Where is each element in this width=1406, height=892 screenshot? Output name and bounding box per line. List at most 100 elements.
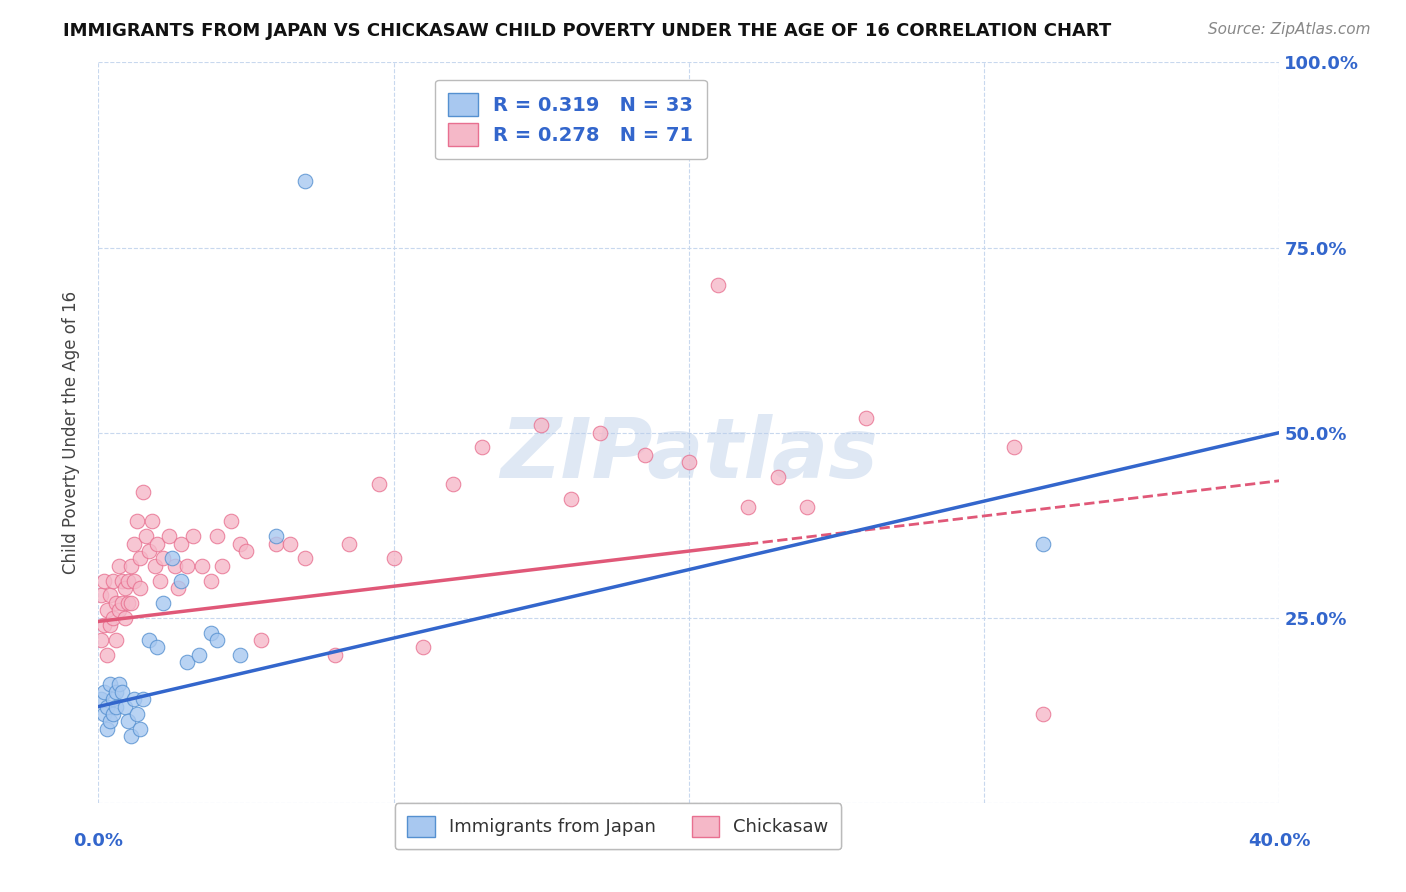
Point [294, 551, 316, 566]
Point [176, 655, 198, 669]
Point [211, 558, 233, 573]
Point [170, 536, 193, 550]
Text: 0.0%: 0.0% [73, 832, 124, 850]
Point [117, 714, 139, 729]
Point [125, 515, 148, 529]
Point [235, 544, 257, 558]
Point [135, 529, 157, 543]
Point [103, 574, 125, 588]
Point [796, 500, 818, 514]
Point [678, 455, 700, 469]
Point [93, 685, 115, 699]
Point [250, 632, 273, 647]
Point [146, 640, 169, 655]
Point [132, 692, 155, 706]
Point [111, 596, 134, 610]
Point [114, 699, 136, 714]
Point [162, 551, 183, 566]
Point [108, 603, 131, 617]
Point [157, 529, 180, 543]
Point [1032, 706, 1054, 721]
Point [105, 632, 128, 647]
Point [264, 529, 287, 543]
Text: Source: ZipAtlas.com: Source: ZipAtlas.com [1208, 22, 1371, 37]
Text: ZIPatlas: ZIPatlas [501, 414, 877, 495]
Point [108, 558, 131, 573]
Point [200, 574, 222, 588]
Point [530, 418, 553, 433]
Point [90, 589, 112, 603]
Point [1002, 441, 1025, 455]
Point [187, 648, 209, 662]
Point [108, 677, 131, 691]
Point [103, 692, 125, 706]
Point [117, 596, 139, 610]
Point [170, 574, 193, 588]
Point [138, 544, 160, 558]
Point [103, 610, 125, 624]
Point [229, 648, 252, 662]
Point [122, 692, 145, 706]
Point [146, 536, 169, 550]
Point [323, 648, 346, 662]
Point [264, 536, 287, 550]
Point [1032, 536, 1054, 550]
Point [98, 589, 121, 603]
Point [103, 706, 125, 721]
Point [105, 685, 128, 699]
Point [191, 558, 214, 573]
Point [114, 581, 136, 595]
Point [117, 574, 139, 588]
Point [111, 574, 134, 588]
Point [412, 640, 434, 655]
Point [128, 722, 150, 736]
Point [114, 610, 136, 624]
Point [737, 500, 759, 514]
Point [560, 492, 582, 507]
Point [368, 477, 391, 491]
Point [120, 596, 142, 610]
Point [382, 551, 405, 566]
Point [855, 410, 877, 425]
Point [120, 558, 142, 573]
Point [152, 551, 174, 566]
Point [205, 529, 228, 543]
Point [96, 722, 118, 736]
Point [96, 603, 118, 617]
Point [105, 596, 128, 610]
Text: IMMIGRANTS FROM JAPAN VS CHICKASAW CHILD POVERTY UNDER THE AGE OF 16 CORRELATION: IMMIGRANTS FROM JAPAN VS CHICKASAW CHILD… [63, 22, 1112, 40]
Point [90, 692, 112, 706]
Point [93, 706, 115, 721]
Point [634, 448, 657, 462]
Point [98, 714, 121, 729]
Point [152, 596, 174, 610]
Point [471, 441, 494, 455]
Point [149, 574, 172, 588]
Point [181, 529, 204, 543]
Point [96, 648, 118, 662]
Text: 40.0%: 40.0% [1249, 832, 1310, 850]
Point [125, 706, 148, 721]
Point [132, 484, 155, 499]
Point [589, 425, 612, 440]
Point [128, 581, 150, 595]
Point [143, 558, 166, 573]
Y-axis label: Child Poverty Under the Age of 16: Child Poverty Under the Age of 16 [62, 291, 80, 574]
Point [98, 677, 121, 691]
Point [93, 618, 115, 632]
Point [339, 536, 361, 550]
Point [165, 558, 187, 573]
Point [229, 536, 252, 550]
Point [98, 618, 121, 632]
Point [120, 729, 142, 743]
Point [138, 632, 160, 647]
Point [280, 536, 302, 550]
Point [766, 470, 789, 484]
Point [93, 574, 115, 588]
Point [441, 477, 464, 491]
Point [90, 632, 112, 647]
Legend: Immigrants from Japan, Chickasaw: Immigrants from Japan, Chickasaw [395, 803, 841, 849]
Point [96, 699, 118, 714]
Point [128, 551, 150, 566]
Point [707, 277, 730, 292]
